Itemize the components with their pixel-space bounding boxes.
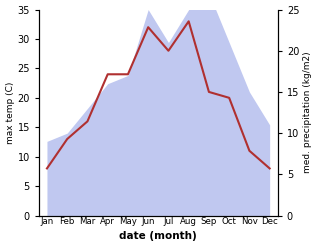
X-axis label: date (month): date (month) <box>120 231 197 242</box>
Y-axis label: max temp (C): max temp (C) <box>5 81 15 144</box>
Y-axis label: med. precipitation (kg/m2): med. precipitation (kg/m2) <box>303 52 313 173</box>
